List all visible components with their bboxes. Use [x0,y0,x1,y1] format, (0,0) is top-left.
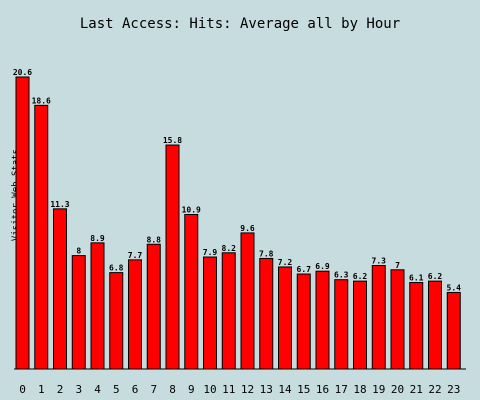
bar-hour-9 [184,214,199,370]
bar-hour-1 [34,104,49,370]
bar-hour-10 [203,256,217,370]
bar-value-label: 18.6 [32,96,51,105]
bar-hour-22 [428,280,442,370]
bar-value-label: 7 [395,261,400,270]
x-tick-label: 18 [353,383,366,396]
bar-hour-8 [165,144,180,370]
bar-value-label: 9.6 [240,224,255,233]
bar-hour-0 [15,76,30,370]
x-tick-label: 9 [188,383,195,396]
bar-value-label: 7.8 [259,249,274,258]
bar-hour-20 [390,269,405,370]
bar-value-label: 8.9 [90,234,105,243]
bar-value-label: 15.8 [163,136,182,145]
x-tick-label: 14 [278,383,292,396]
x-tick-label: 10 [203,383,216,396]
bar-hour-6 [128,259,142,370]
bar-value-label: 6.7 [297,265,312,274]
bar-value-label: 7.9 [203,248,218,257]
x-tick-label: 1 [38,383,45,396]
bar-value-label: 11.3 [50,200,69,209]
x-tick-label: 3 [75,383,82,396]
x-tick-label: 7 [150,383,157,396]
bar-value-label: 6.3 [334,271,349,280]
x-tick-label: 16 [316,383,329,396]
x-tick-label: 21 [410,383,423,396]
bar-hour-7 [146,243,161,370]
bar-hour-16 [315,270,330,370]
x-tick-label: 17 [335,383,348,396]
chart-title: Last Access: Hits: Average all by Hour [80,16,400,32]
bar-hour-21 [409,282,424,370]
x-tick-label: 6 [132,383,139,396]
bar-value-label: 5.4 [447,283,462,292]
bar-value-label: 6.2 [353,272,368,281]
bar-value-label: 6.8 [109,264,124,273]
x-tick-label: 8 [169,383,176,396]
bar-value-label: 7.3 [372,257,387,266]
bar-value-label: 8.8 [147,235,162,244]
bar-hour-4 [90,242,105,370]
bar-hour-12 [240,232,255,370]
bar-value-label: 7.2 [278,258,293,267]
bar-value-label: 6.1 [409,274,424,283]
bar-hour-14 [278,266,292,370]
x-tick-label: 12 [241,383,254,396]
x-tick-label: 4 [94,383,101,396]
x-tick-label: 5 [113,383,120,396]
bar-hour-5 [109,272,124,370]
x-tick-label: 22 [428,383,441,396]
x-tick-label: 13 [260,383,273,396]
x-tick-label: 23 [447,383,460,396]
bar-value-label: 7.7 [128,251,143,260]
bar-value-label: 8.2 [222,244,237,253]
x-tick-label: 11 [222,383,235,396]
bar-value-label: 6.9 [315,262,330,271]
bar-hour-23 [446,291,461,370]
x-tick-label: 20 [391,383,404,396]
bar-hour-3 [71,255,86,370]
x-tick-label: 19 [372,383,385,396]
bar-hour-18 [353,280,367,370]
bar-value-label: 8 [76,247,81,256]
x-tick-labels: 0 1 2 3 4 5 6 7 8 9 10 11 12 13 14 15 16 17 18 19 20 21 22 23 [19,383,460,396]
bar-hour-19 [371,265,386,370]
x-tick-label: 2 [57,383,64,396]
bar-hour-2 [53,208,67,370]
bar-hour-15 [296,273,311,370]
bar-hour-17 [334,279,349,370]
x-tick-label: 0 [19,383,26,396]
bar-value-label: 20.6 [13,68,32,77]
x-tick-label: 15 [297,383,310,396]
bar-value-label: 6.2 [428,272,443,281]
bar-hour-13 [259,257,274,370]
bar-hour-11 [221,252,236,370]
bar-value-label: 10.9 [182,206,201,215]
